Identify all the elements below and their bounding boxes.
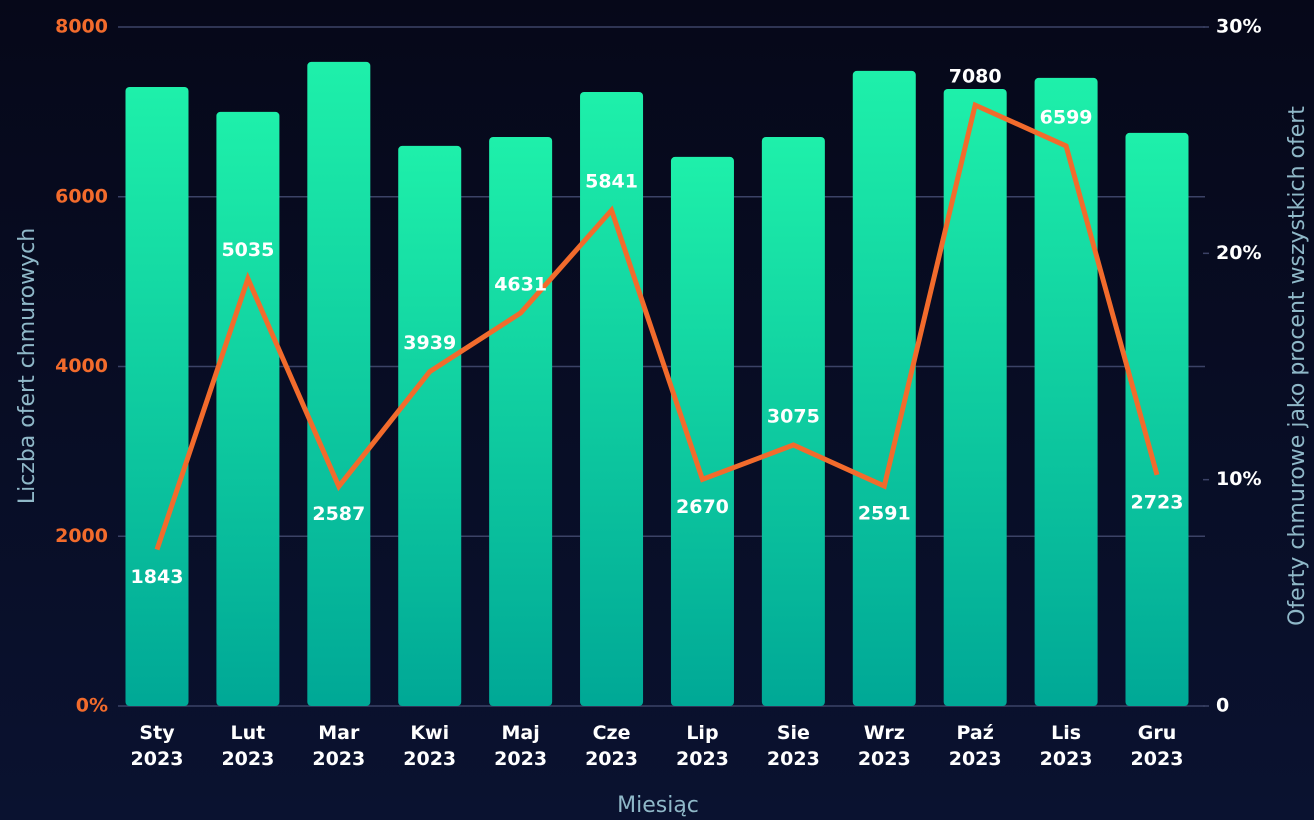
data-label: 7080 [949, 66, 1002, 88]
bar [307, 61, 371, 706]
y2-tick-label: 20% [1216, 242, 1261, 264]
x-tick-label: Gru 2023 [1130, 722, 1184, 770]
bar [852, 70, 916, 706]
data-label: 3075 [767, 406, 820, 428]
y2-tick-label: 10% [1216, 468, 1261, 490]
y2-axis-label: Oferty chmurowe jako procent wszystkich … [1285, 106, 1310, 626]
bar [216, 111, 280, 706]
x-tick-label: Kwi 2023 [403, 722, 457, 770]
y-tick-label: 4000 [55, 355, 108, 377]
line [154, 101, 1160, 551]
y-tick-label: 8000 [55, 16, 108, 38]
x-tick-label: Maj 2023 [494, 722, 548, 770]
data-label: 2670 [676, 496, 729, 518]
bar [1125, 132, 1189, 706]
x-tick-label: Lut 2023 [221, 722, 275, 770]
x-tick-label: Wrz 2023 [857, 722, 911, 770]
data-label: 2591 [858, 503, 911, 525]
y2-tick-label: 30% [1216, 16, 1261, 38]
data-label: 5035 [221, 239, 274, 261]
data-label: 3939 [403, 332, 456, 354]
data-label: 2723 [1131, 491, 1184, 513]
x-tick-label: Lis 2023 [1039, 722, 1093, 770]
data-label: 2587 [312, 503, 365, 525]
y-axis-label: Liczba ofert chmurowych [15, 228, 40, 504]
x-tick-label: Mar 2023 [312, 722, 366, 770]
bar [580, 91, 644, 707]
bar [1034, 77, 1098, 707]
data-label: 5841 [585, 171, 638, 193]
y-tick-label: 6000 [55, 185, 108, 207]
x-tick-label: Sie 2023 [766, 722, 820, 770]
y2-tick-label: 0 [1216, 695, 1229, 717]
data-label: 4631 [494, 273, 547, 295]
y-tick-label: 2000 [55, 525, 108, 547]
bar [398, 145, 462, 706]
x-tick-label: Sty 2023 [130, 722, 184, 770]
x-tick-label: Cze 2023 [585, 722, 638, 770]
bar [489, 136, 553, 707]
data-label: 6599 [1040, 106, 1093, 128]
x-tick-label: Paź 2023 [948, 722, 1002, 770]
bar [943, 89, 1007, 707]
grid [118, 26, 1205, 707]
x-tick-label: Lip 2023 [676, 722, 729, 770]
y-tick-label: 0% [76, 695, 108, 717]
bar [670, 156, 734, 706]
data-label: 1843 [131, 566, 184, 588]
bar [761, 136, 825, 707]
x-axis-label: Miesiąc [617, 793, 699, 818]
bar [125, 86, 189, 706]
